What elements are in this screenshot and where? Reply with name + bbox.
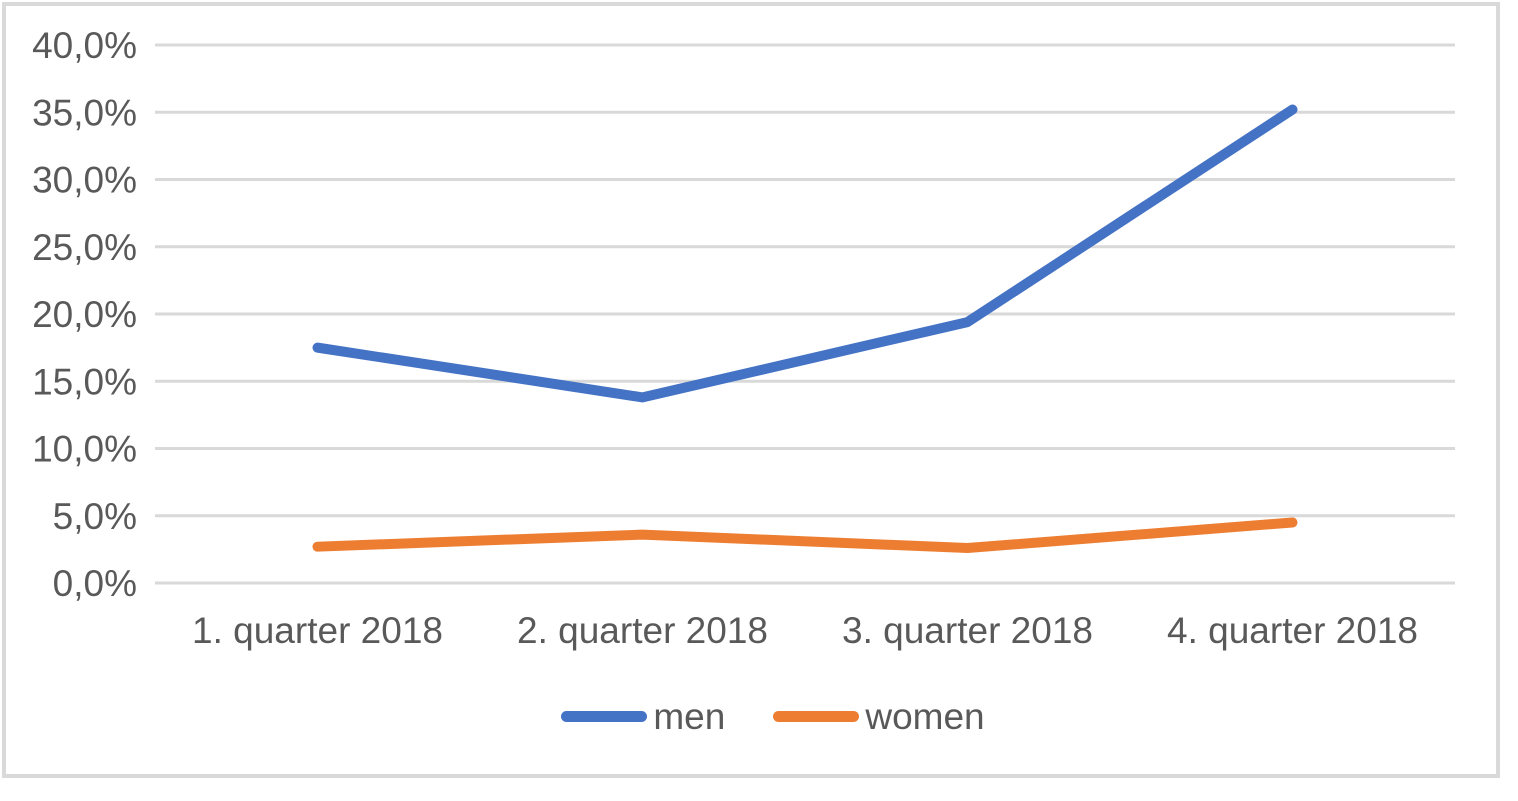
y-tick-label: 30,0% [32, 160, 137, 201]
x-axis-label: 4. quarter 2018 [1167, 610, 1418, 651]
men-series-line[interactable] [312, 104, 1298, 403]
chart-legend: men women [14, 698, 1518, 735]
legend-swatch-women [773, 711, 860, 722]
y-tick-label: 15,0% [32, 361, 137, 402]
legend-swatch-men [561, 711, 648, 722]
y-tick-label: 5,0% [53, 496, 137, 537]
y-tick-label: 10,0% [32, 429, 137, 470]
women-series-line[interactable] [312, 517, 1298, 554]
x-axis-label: 1. quarter 2018 [192, 610, 443, 651]
legend-item-women[interactable]: women [773, 696, 985, 737]
y-tick-label: 20,0% [32, 294, 137, 335]
x-axis-label: 3. quarter 2018 [842, 610, 1093, 651]
y-tick-label: 0,0% [53, 563, 137, 604]
y-tick-label: 40,0% [32, 25, 137, 66]
y-tick-label: 35,0% [32, 92, 137, 133]
x-axis-label: 2. quarter 2018 [517, 610, 768, 651]
legend-label-men: men [653, 696, 726, 737]
y-tick-label: 25,0% [32, 227, 137, 268]
legend-item-men[interactable]: men [561, 698, 725, 735]
legend-label-women: women [865, 696, 985, 737]
